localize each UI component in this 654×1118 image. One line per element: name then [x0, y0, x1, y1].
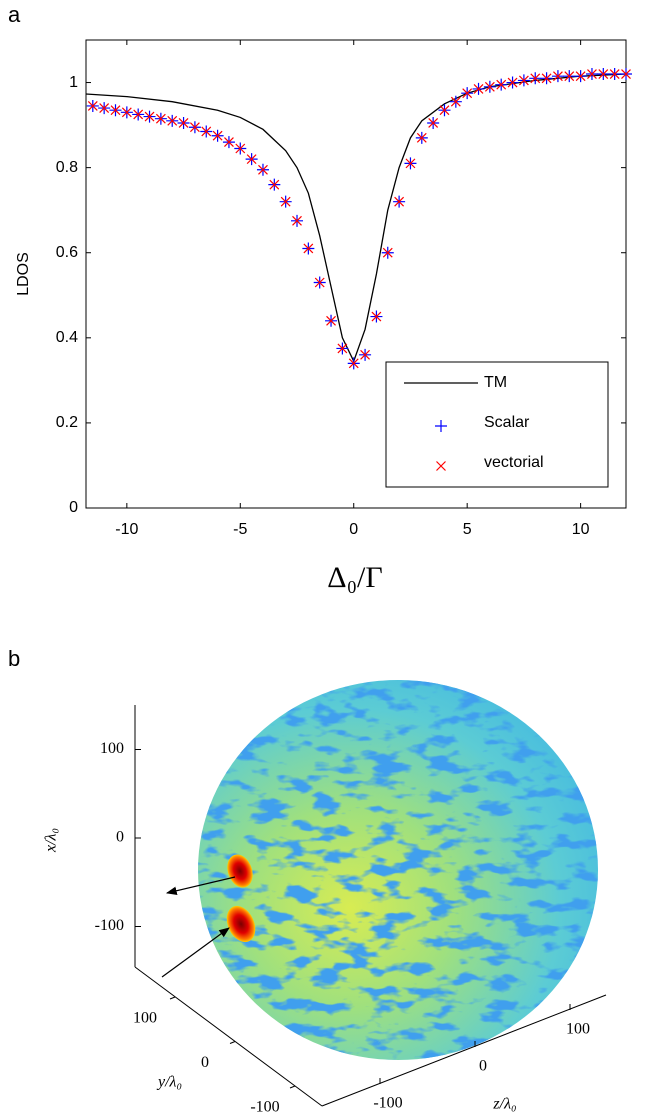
point [621, 69, 631, 79]
plot-frame [85, 39, 627, 509]
point [496, 79, 507, 90]
point [553, 71, 563, 82]
x-tick-label: -10 [115, 521, 138, 538]
point [167, 115, 178, 126]
y-tick-label: 100 [133, 1010, 157, 1027]
line-series [85, 73, 627, 363]
x-tick-label: 0 [116, 829, 124, 846]
point [382, 247, 393, 258]
x-tick-label: 100 [100, 740, 124, 757]
point [609, 69, 620, 79]
point [292, 215, 302, 226]
x-tick-label: 5 [463, 521, 472, 538]
arrow [165, 876, 236, 895]
point [598, 69, 609, 79]
point [314, 277, 325, 288]
point [360, 349, 371, 360]
arrow [161, 927, 230, 978]
point [303, 243, 314, 254]
z-axis-label: z/λ₀ [492, 1096, 516, 1113]
point [462, 88, 473, 99]
point [133, 109, 144, 120]
point [530, 73, 541, 84]
axes-3d [134, 705, 607, 1107]
legend-label: Scalar [484, 414, 530, 431]
y-tick-label: 0.6 [56, 244, 78, 261]
point [564, 71, 575, 82]
point [575, 71, 586, 82]
point [155, 113, 166, 124]
legend-label: TM [484, 374, 507, 391]
y-tick-label: 0 [201, 1054, 209, 1071]
y-tick-label: 0.4 [56, 329, 78, 346]
y-tick-label: 1 [69, 74, 78, 91]
point [121, 107, 132, 118]
point [587, 69, 597, 79]
legend-label: vectorial [484, 454, 544, 471]
x-tick-label: -100 [95, 917, 124, 934]
point [258, 164, 268, 175]
point [507, 77, 518, 88]
y-tick [169, 996, 176, 1000]
y-tick [229, 1041, 236, 1044]
y-tick-label: 0.8 [56, 159, 78, 176]
y-tick-label: 0 [69, 499, 78, 516]
z-tick-label: -100 [373, 1095, 402, 1112]
point [178, 118, 189, 128]
point [201, 126, 212, 137]
legend-swatch [435, 420, 447, 432]
legend-swatch [436, 461, 446, 471]
point [405, 158, 416, 169]
panel-label: a [8, 2, 21, 27]
x-tick-label: -5 [233, 521, 247, 538]
point [189, 122, 200, 133]
y-tick [289, 1085, 296, 1089]
point [326, 315, 336, 326]
point [473, 84, 484, 94]
point [144, 111, 155, 122]
point [235, 143, 246, 154]
point [110, 105, 121, 116]
x-axis-label: Δ₀/Γ [327, 561, 382, 594]
point [394, 196, 405, 207]
point [337, 343, 348, 354]
point [348, 358, 359, 369]
point [269, 179, 280, 190]
point [439, 105, 450, 116]
point [428, 118, 439, 128]
point [87, 101, 98, 111]
point [450, 96, 461, 107]
point [246, 154, 257, 165]
point [416, 132, 427, 143]
point [212, 130, 223, 141]
z-tick-label: 0 [479, 1058, 487, 1075]
point [224, 137, 234, 148]
panel-label: b [8, 646, 20, 671]
y-axis-label: LDOS [15, 252, 32, 296]
point [280, 196, 291, 207]
point [99, 103, 110, 113]
point [518, 75, 529, 86]
x-tick-label: 10 [572, 521, 590, 538]
z-tick-label: 100 [566, 1021, 590, 1038]
y-axis-label: y/λ₀ [156, 1074, 182, 1091]
point [541, 73, 552, 84]
y-tick-label: 0.2 [56, 414, 78, 431]
point [371, 311, 382, 322]
sphere [198, 680, 598, 1060]
y-tick-label: -100 [250, 1099, 279, 1116]
x-tick-label: 0 [349, 521, 358, 538]
x-axis-label: x/λ₀ [43, 828, 60, 853]
point [484, 81, 495, 92]
